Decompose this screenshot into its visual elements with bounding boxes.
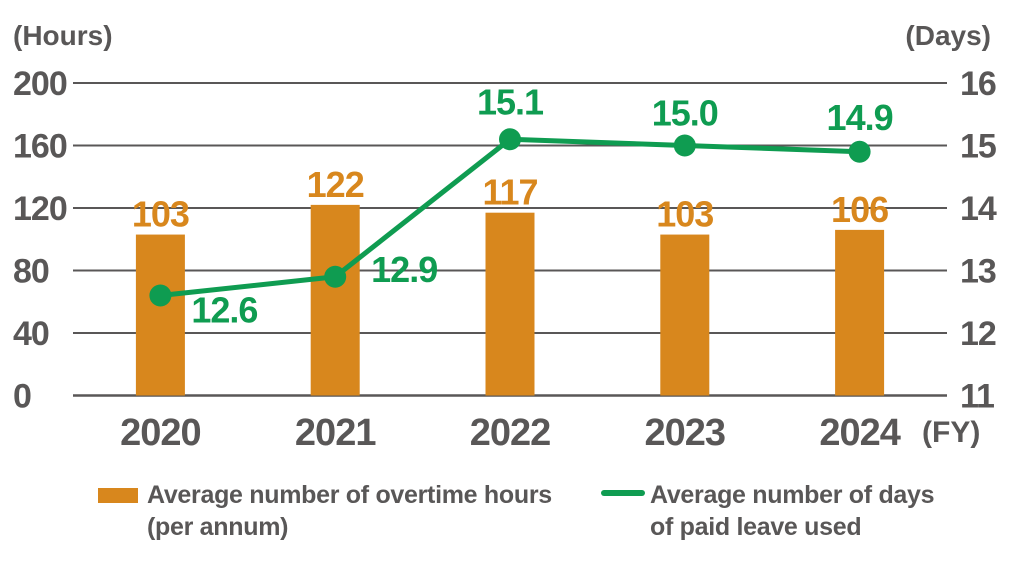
combo-chart: (Hours) (Days) 200 160 120 80 40 0 16 15 14 13 12… <box>13 20 998 454</box>
paid-leave-point-2020 <box>149 284 172 307</box>
right-axis-unit-label: (Days) <box>905 20 991 51</box>
legend-paid-leave-label-line2: of paid leave used <box>650 513 862 541</box>
overtime-bar-2023 <box>660 234 710 396</box>
paid-leave-value-labels: 12.6 12.9 15.1 15.0 14.9 <box>191 81 893 331</box>
legend-paid-leave-label: Average number of days of paid leave use… <box>650 479 935 543</box>
x-axis-year-labels: 2020 2021 2022 2023 2024 <box>120 412 902 454</box>
left-axis-tick: 200 <box>13 65 67 103</box>
paid-leave-value-2021: 12.9 <box>371 249 437 290</box>
overtime-bar-2021 <box>310 204 360 396</box>
legend-overtime-label-line2: (per annum) <box>147 513 289 541</box>
left-axis-tick: 120 <box>13 190 67 228</box>
right-axis-tick: 14 <box>960 190 997 228</box>
legend-overtime-label: Average number of overtime hours (per an… <box>147 479 552 543</box>
paid-leave-point-2022 <box>499 128 521 151</box>
overtime-bar-2024 <box>835 229 885 396</box>
right-axis-tick: 12 <box>960 315 996 353</box>
left-axis-ticks: 200 160 120 80 40 0 <box>13 65 68 416</box>
left-axis-tick: 160 <box>13 128 67 166</box>
right-axis-tick: 13 <box>960 253 996 291</box>
paid-leave-value-2023: 15.0 <box>652 93 718 134</box>
paid-leave-value-2024: 14.9 <box>827 97 893 138</box>
right-axis-tick: 11 <box>960 378 994 416</box>
overtime-value-2020: 103 <box>132 194 189 235</box>
paid-leave-point-2021 <box>324 265 347 288</box>
paid-leave-point-2023 <box>673 134 696 157</box>
overtime-bar-2022 <box>485 212 535 396</box>
right-axis-ticks: 16 15 14 13 12 11 <box>960 65 998 416</box>
legend-paid-leave-swatch <box>601 490 645 496</box>
paid-leave-value-2022: 15.1 <box>477 81 544 122</box>
paid-leave-value-2020: 12.6 <box>191 290 257 331</box>
legend-paid-leave-label-line1: Average number of days <box>650 481 935 509</box>
right-axis-tick: 15 <box>960 128 996 166</box>
year-label-2021: 2021 <box>295 412 376 454</box>
overtime-value-2024: 106 <box>831 189 888 230</box>
right-axis-tick: 16 <box>960 65 996 103</box>
overtime-bar-value-labels: 103 122 117 103 106 <box>132 164 889 235</box>
left-axis-tick: 0 <box>13 378 31 416</box>
overtime-value-2021: 122 <box>307 164 364 205</box>
year-label-2022: 2022 <box>470 412 551 454</box>
left-axis-tick: 40 <box>13 315 49 353</box>
year-label-2023: 2023 <box>645 412 726 454</box>
overtime-value-2023: 103 <box>656 194 713 235</box>
overtime-bar-2020 <box>135 234 185 396</box>
left-axis-tick: 80 <box>13 253 49 291</box>
left-axis-unit-label: (Hours) <box>13 20 113 51</box>
legend-overtime-swatch <box>98 488 138 503</box>
overtime-value-2022: 117 <box>482 172 537 213</box>
fy-axis-unit-label: (FY) <box>922 416 980 449</box>
paid-leave-point-2024 <box>848 140 871 163</box>
paid-leave-line-series <box>149 128 871 307</box>
year-label-2024: 2024 <box>819 412 900 454</box>
year-label-2020: 2020 <box>120 412 201 454</box>
overtime-bars-series <box>135 204 885 396</box>
legend-overtime-label-line1: Average number of overtime hours <box>147 481 552 509</box>
